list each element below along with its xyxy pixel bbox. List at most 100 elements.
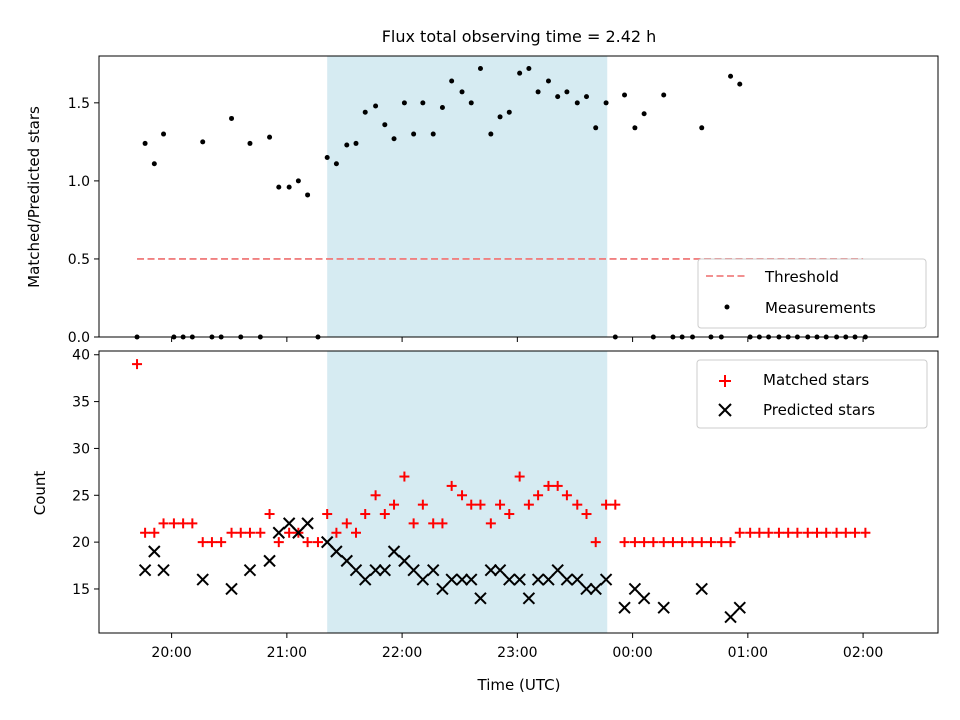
predicted-star-marker [369, 564, 382, 577]
predicted-star-marker [359, 573, 372, 586]
predicted-star-marker-b [436, 582, 449, 596]
predicted-star-marker [589, 582, 602, 596]
matched-star-marker [216, 537, 227, 548]
matched-star-marker [840, 527, 851, 538]
bottom-x-axis: 20:00 21:00 22:00 23:00 00:00 01:00 02:00 [151, 633, 883, 661]
matched-star-marker [850, 527, 861, 538]
measurement-point [229, 115, 235, 121]
predicted-star-marker-b [398, 554, 411, 568]
predicted-star-marker-b [503, 573, 516, 586]
predicted-star-marker-b [589, 582, 602, 596]
predicted-star-marker [618, 601, 631, 614]
measurement-point [506, 109, 512, 115]
predicted-star-marker [599, 573, 613, 586]
top-plot: 0.0 0.5 1.0 1.5 Matched/Predicted stars Thr… [25, 55, 939, 346]
matched-star-marker [264, 509, 275, 520]
predicted-star-marker [282, 517, 296, 530]
predicted-star-marker-b [243, 564, 257, 577]
measurement-point [622, 92, 628, 98]
measurement-point [641, 111, 647, 117]
measurement-point [373, 103, 379, 109]
matched-star-marker [485, 518, 496, 529]
measurement-point [497, 114, 503, 120]
measurement-point [382, 122, 388, 128]
matched-star-marker [572, 499, 583, 510]
matched-star-marker [178, 518, 189, 529]
measurement-point [391, 136, 397, 142]
matched-star-marker [475, 499, 486, 510]
predicted-star-marker [427, 564, 440, 577]
predicted-star-marker-b [513, 573, 526, 586]
matched-star-marker [581, 509, 592, 520]
matched-star-marker [255, 527, 266, 538]
predicted-star-marker [733, 601, 746, 614]
predicted-star-marker [522, 592, 536, 605]
matched-star-marker [244, 527, 255, 538]
matched-star-marker [677, 537, 688, 548]
predicted-star-marker [225, 582, 238, 596]
measurement-point [477, 65, 483, 71]
bottom-y-tick-label: 35 [72, 395, 90, 411]
predicted-star-marker [292, 526, 305, 539]
bottom-y-tick-label: 15 [72, 582, 90, 598]
matched-star-marker [705, 537, 716, 548]
matched-star-marker [792, 527, 803, 538]
matched-star-marker [379, 509, 390, 520]
matched-star-marker [273, 537, 284, 548]
predicted-star-marker-b [484, 564, 498, 577]
legend-measurements-marker [724, 304, 730, 310]
matched-star-marker [543, 480, 554, 491]
matched-star-marker [552, 480, 563, 491]
predicted-star-marker [571, 573, 584, 586]
measurement-point [142, 140, 148, 146]
predicted-star-marker-b [330, 545, 343, 558]
bottom-plot: 15 20 25 30 35 40 20:00 21:00 22:00 23:00 00:00 01… [31, 348, 939, 694]
predicted-star-marker [560, 573, 574, 586]
top-y-tick-label: 1.5 [68, 96, 90, 112]
measurement-point [468, 100, 474, 106]
matched-star-marker [716, 537, 727, 548]
matched-star-marker [734, 527, 745, 538]
predicted-star-marker [148, 545, 161, 558]
predicted-star-marker [378, 564, 392, 577]
measurement-point [161, 131, 167, 137]
measurement-point [411, 131, 417, 137]
matched-star-marker [399, 471, 410, 482]
measurement-point [545, 78, 551, 84]
predicted-star-marker [330, 545, 343, 558]
legend-predicted-marker [718, 403, 732, 417]
measurement-point [333, 161, 339, 167]
predicted-star-marker [637, 592, 651, 605]
predicted-star-marker [445, 573, 458, 586]
matched-star-marker [860, 527, 871, 538]
predicted-star-marker-b [416, 573, 430, 586]
bottom-plot-frame [98, 350, 939, 634]
predicted-star-marker [551, 564, 564, 577]
top-y-tick-label: 0.5 [68, 252, 90, 268]
matched-star-marker [648, 537, 659, 548]
matched-star-marker [658, 537, 669, 548]
measurement-point [276, 184, 282, 190]
measurement-point [526, 65, 532, 71]
predicted-star-marker [542, 573, 555, 586]
matched-star-marker [226, 527, 237, 538]
predicted-star-marker-b [148, 545, 161, 558]
measurement-point [661, 92, 667, 98]
predicted-star-marker-b [724, 610, 737, 624]
predicted-star-marker-b [571, 573, 584, 586]
matched-star-marker [302, 537, 313, 548]
predicted-star-marker [272, 526, 285, 539]
predicted-star-marker-b [272, 526, 285, 539]
matched-star-marker [773, 527, 784, 538]
matched-star-marker [322, 509, 333, 520]
legend-matched-label: Matched stars [763, 371, 869, 389]
matched-star-marker [428, 518, 439, 529]
predicted-star-marker-b [349, 564, 363, 577]
predicted-star-marker [474, 592, 487, 605]
matched-star-marker [187, 518, 198, 529]
measurement-point [247, 140, 253, 146]
predicted-star-marker [340, 554, 353, 568]
measurement-point [449, 78, 455, 84]
predicted-star-marker [580, 582, 593, 596]
measurement-point [593, 125, 599, 131]
